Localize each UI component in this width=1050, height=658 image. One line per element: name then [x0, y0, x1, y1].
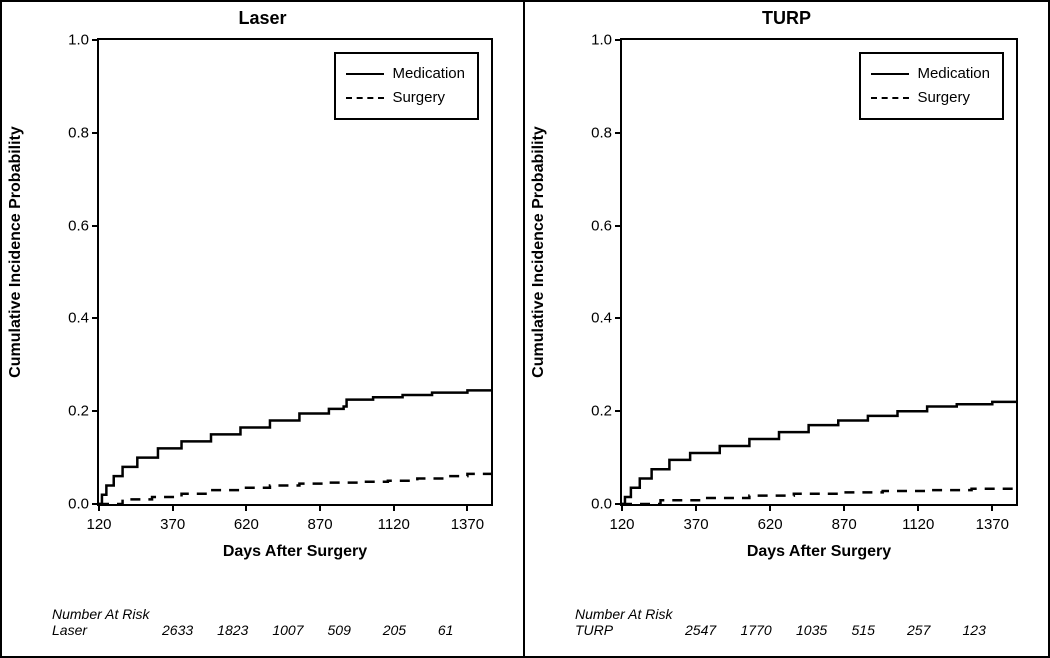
x-tick-label: 870 — [832, 504, 857, 533]
panel-title: TURP — [525, 8, 1048, 29]
y-tick-label: 0.4 — [562, 310, 622, 327]
y-axis-label: Cumulative Incidence Probability — [7, 126, 25, 378]
at-risk-value: 2547 — [685, 622, 741, 638]
at-risk-table: Number At RiskTURP254717701035515257123 — [575, 606, 1018, 638]
y-tick-label: 1.0 — [562, 32, 622, 49]
x-tick-label: 1120 — [902, 504, 934, 533]
at-risk-value: 1035 — [796, 622, 852, 638]
x-tick-label: 120 — [86, 504, 111, 533]
x-tick-label: 870 — [308, 504, 333, 533]
plot-area: 0.00.20.40.60.81.012037062087011201370Me… — [620, 38, 1018, 506]
plot-svg — [99, 40, 491, 504]
y-tick-label: 0.8 — [562, 124, 622, 141]
x-tick-label: 620 — [758, 504, 783, 533]
series-medication — [99, 390, 491, 504]
y-tick-label: 0.4 — [39, 310, 99, 327]
y-tick-label: 1.0 — [39, 32, 99, 49]
plot-svg — [622, 40, 1016, 504]
y-axis-label: Cumulative Incidence Probability — [530, 126, 548, 378]
series-surgery — [622, 488, 1016, 504]
at-risk-value: 205 — [383, 622, 438, 638]
x-axis-label: Days After Surgery — [97, 543, 493, 561]
x-axis-label: Days After Surgery — [620, 543, 1018, 561]
at-risk-value: 257 — [907, 622, 963, 638]
x-tick-label: 120 — [609, 504, 634, 533]
at-risk-value: 123 — [963, 622, 1019, 638]
x-tick-label: 370 — [684, 504, 709, 533]
x-tick-label: 620 — [234, 504, 259, 533]
y-tick-label: 0.6 — [562, 217, 622, 234]
at-risk-header: Number At Risk — [52, 606, 162, 622]
panel-turp: TURP Cumulative Incidence Probability 0.00… — [525, 2, 1048, 656]
x-tick-label: 1370 — [451, 504, 484, 533]
at-risk-value: 515 — [852, 622, 908, 638]
x-tick-label: 370 — [160, 504, 185, 533]
y-tick-label: 0.8 — [39, 124, 99, 141]
y-tick-label: 0.6 — [39, 217, 99, 234]
panel-laser: Laser Cumulative Incidence Probability 0.0… — [2, 2, 525, 656]
plot-area: 0.00.20.40.60.81.012037062087011201370Me… — [97, 38, 493, 506]
series-surgery — [99, 474, 491, 504]
at-risk-header: Number At Risk — [575, 606, 685, 622]
at-risk-value: 509 — [328, 622, 383, 638]
y-tick-label: 0.2 — [562, 403, 622, 420]
x-tick-label: 1370 — [976, 504, 1009, 533]
figure: Laser Cumulative Incidence Probability 0.0… — [0, 0, 1050, 658]
at-risk-row-label: Laser — [52, 622, 162, 638]
x-tick-label: 1120 — [378, 504, 410, 533]
at-risk-value: 1770 — [741, 622, 797, 638]
y-tick-label: 0.2 — [39, 403, 99, 420]
series-medication — [622, 402, 1016, 504]
panel-title: Laser — [2, 8, 523, 29]
at-risk-row-label: TURP — [575, 622, 685, 638]
at-risk-value: 1007 — [272, 622, 327, 638]
at-risk-value: 2633 — [162, 622, 217, 638]
at-risk-value: 61 — [438, 622, 493, 638]
at-risk-table: Number At RiskLaser26331823100750920561 — [52, 606, 493, 638]
at-risk-value: 1823 — [217, 622, 272, 638]
